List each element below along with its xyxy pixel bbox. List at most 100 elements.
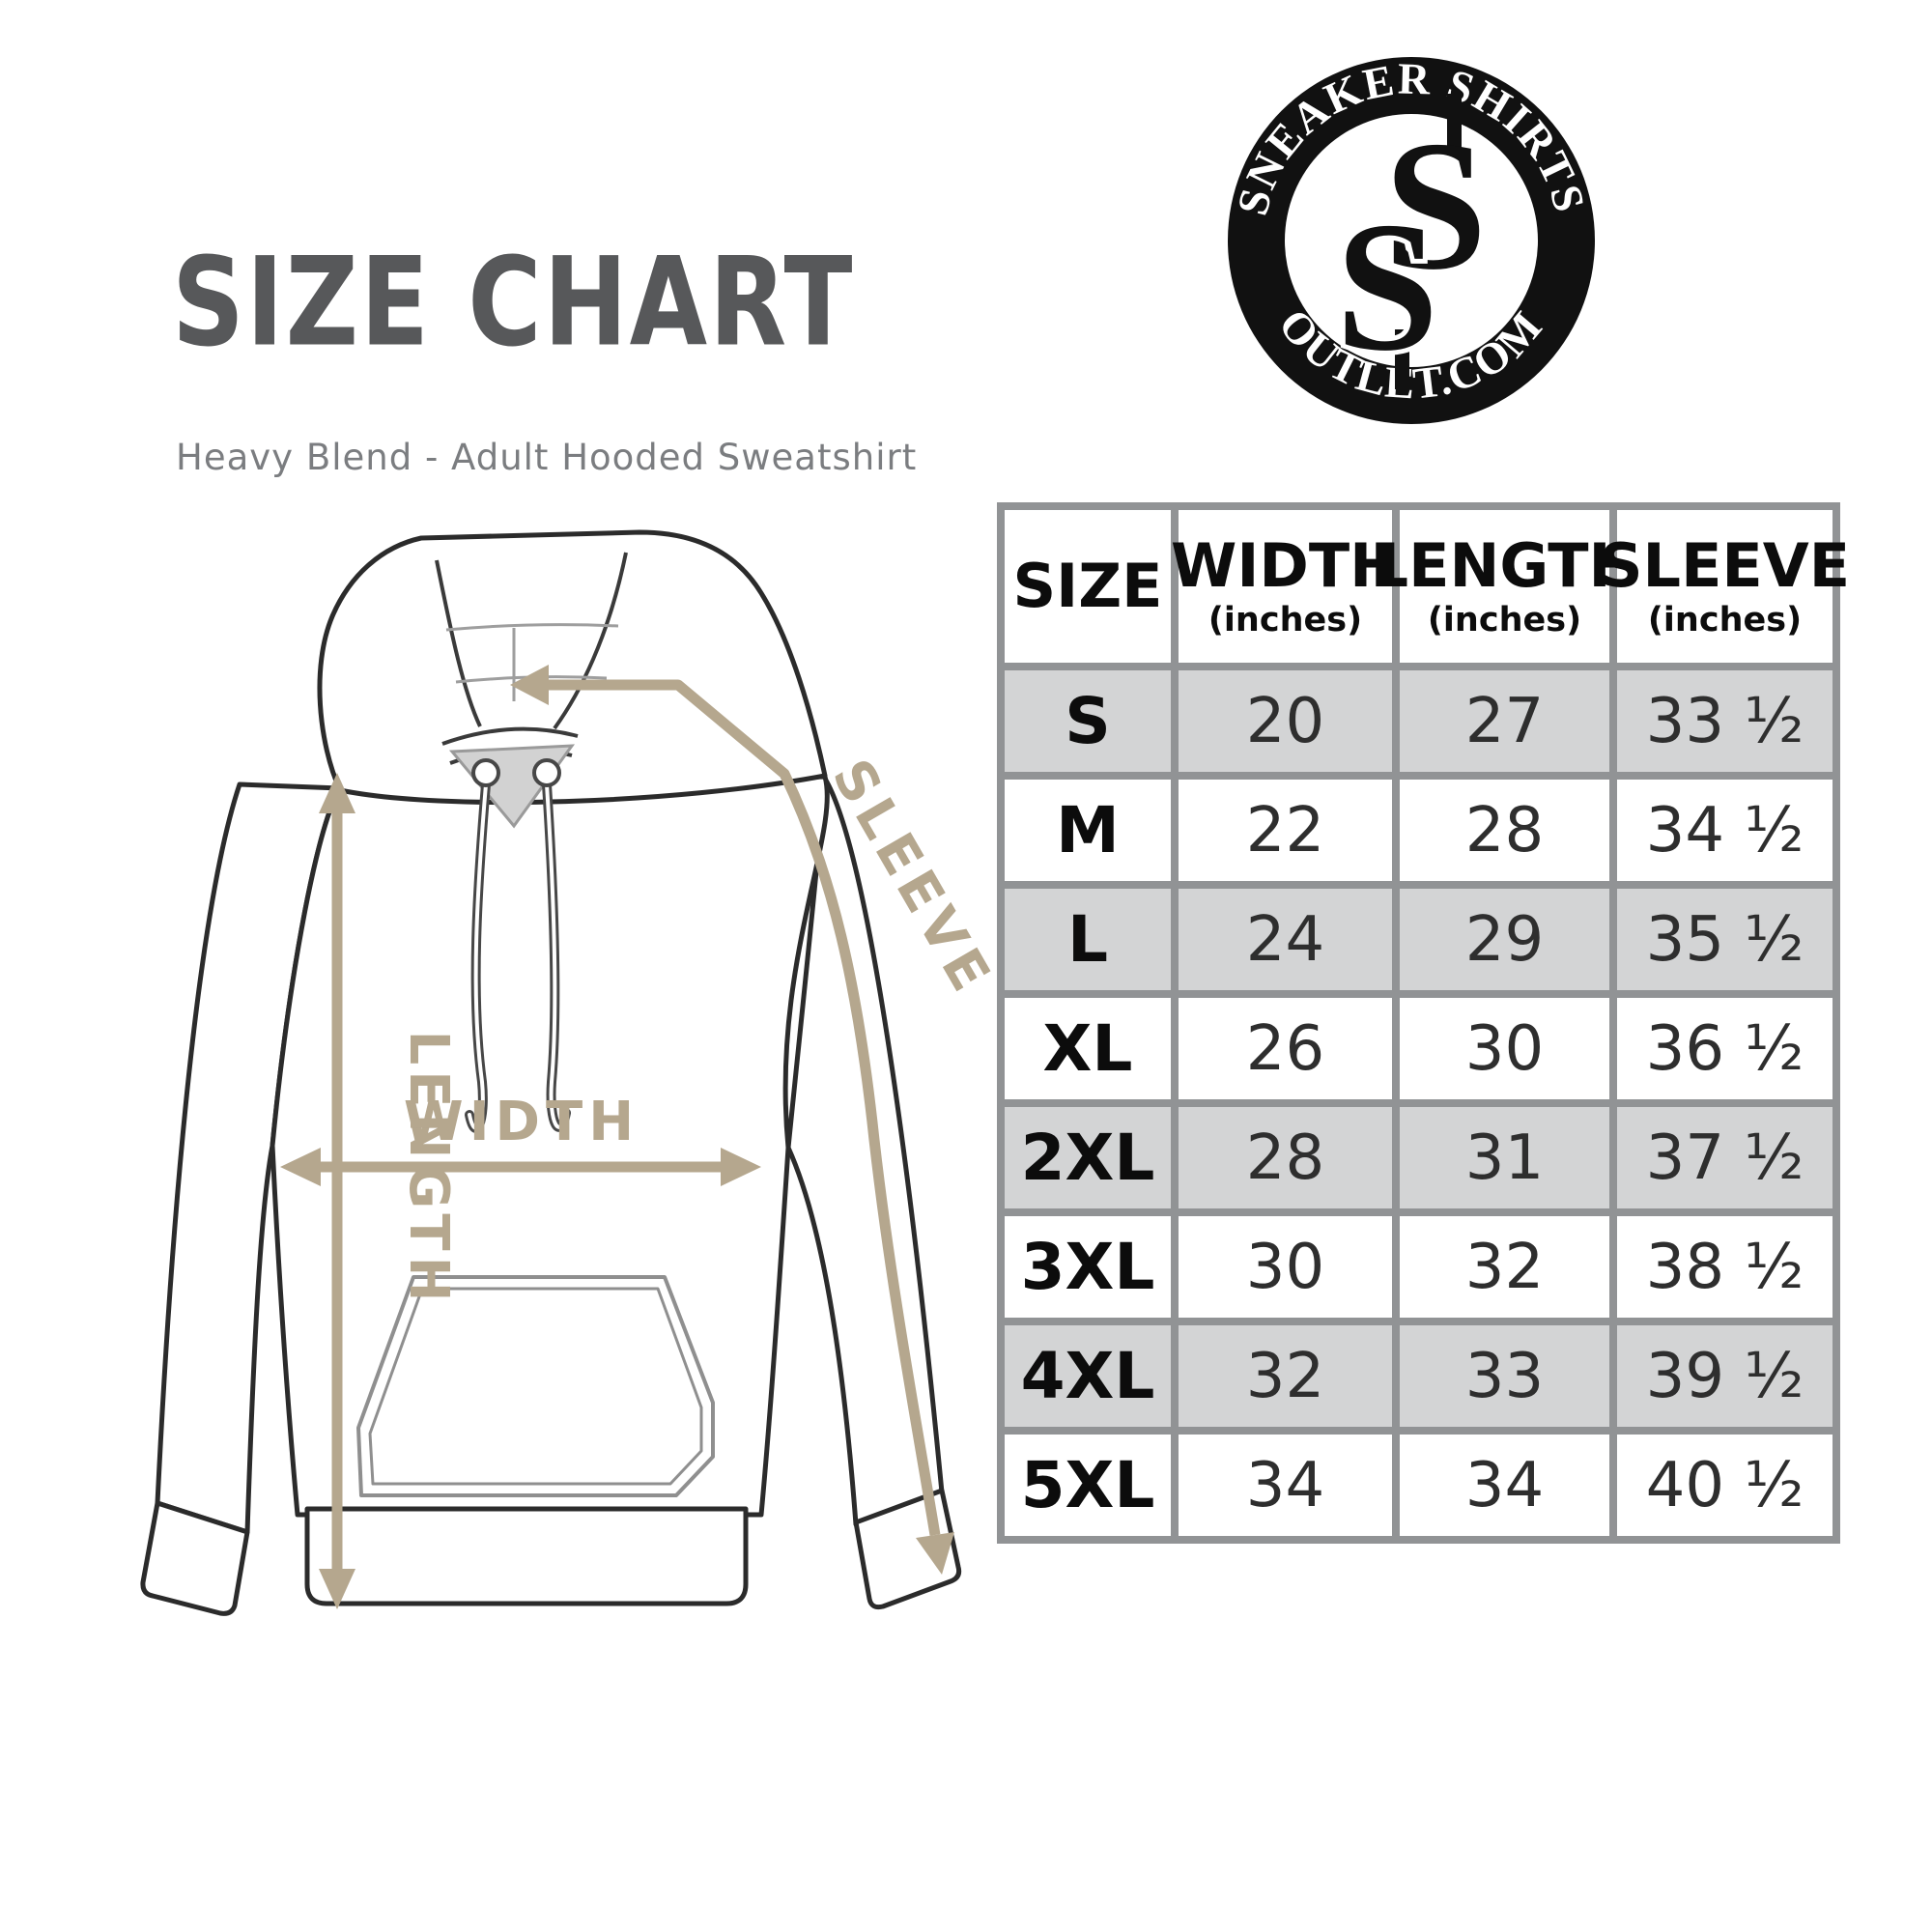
table-row-l-length: 29 bbox=[1400, 889, 1609, 990]
table-row-l-size: L bbox=[1005, 889, 1171, 990]
table-row-4xl-width: 32 bbox=[1179, 1325, 1392, 1427]
length-value: 31 bbox=[1464, 1122, 1545, 1194]
table-row-2xl-sleeve: 37 ½ bbox=[1617, 1107, 1833, 1208]
length-value: 29 bbox=[1464, 903, 1545, 976]
width-arrow-label: WIDTH bbox=[404, 1091, 639, 1153]
table-row-5xl-width: 34 bbox=[1179, 1435, 1392, 1536]
width-value: 34 bbox=[1245, 1449, 1325, 1521]
table-row-m-sleeve: 34 ½ bbox=[1617, 780, 1833, 881]
header-unit: (inches) bbox=[1208, 600, 1363, 639]
logo-ss-monogram: S S bbox=[1331, 94, 1488, 394]
length-arrow bbox=[319, 773, 355, 1609]
table-row-l-sleeve: 35 ½ bbox=[1617, 889, 1833, 990]
monogram-bottom-bar bbox=[1395, 329, 1409, 389]
length-value: 34 bbox=[1464, 1449, 1545, 1521]
hood-inner-right-edge bbox=[553, 552, 628, 730]
length-arrow-label: LENGTH bbox=[397, 1031, 460, 1308]
length-value: 28 bbox=[1464, 794, 1545, 867]
right-eyelet bbox=[532, 758, 561, 787]
size-value: 4XL bbox=[1020, 1339, 1155, 1413]
header-cell-sleeve: SLEEVE (inches) bbox=[1600, 510, 1850, 663]
sleeve-value: 35 ½ bbox=[1645, 903, 1804, 976]
header-cell-width: WIDTH (inches) bbox=[1171, 510, 1400, 663]
table-row-2xl-size: 2XL bbox=[1005, 1107, 1171, 1208]
monogram-letter-1: S bbox=[1384, 102, 1488, 308]
sleeve-value: 40 ½ bbox=[1645, 1449, 1804, 1521]
sleeve-arrow bbox=[510, 665, 954, 1575]
sleeve-value: 36 ½ bbox=[1645, 1012, 1804, 1085]
table-row-2xl-width: 28 bbox=[1179, 1107, 1392, 1208]
table-row-xl-length: 30 bbox=[1400, 998, 1609, 1099]
hoodie-hood bbox=[317, 529, 828, 806]
header-unit: (inches) bbox=[1427, 600, 1582, 639]
width-value: 22 bbox=[1245, 794, 1325, 867]
table-row-4xl-sleeve: 39 ½ bbox=[1617, 1325, 1833, 1427]
table-row-s-length: 27 bbox=[1400, 670, 1609, 772]
hoodie-measurement-diagram: WIDTH LENGTH SLEEVE bbox=[140, 529, 1005, 1616]
table-row-xl-width: 26 bbox=[1179, 998, 1392, 1099]
hood-seam-line-1 bbox=[445, 623, 619, 632]
monogram-letter-2: S bbox=[1336, 184, 1439, 389]
page-title: SIZE CHART bbox=[172, 230, 855, 374]
table-row-m-width: 22 bbox=[1179, 780, 1392, 881]
width-value: 30 bbox=[1245, 1231, 1325, 1303]
collar-line-upper bbox=[441, 726, 579, 746]
header-cell-length: LENGTH (inches) bbox=[1371, 510, 1638, 663]
table-row-xl-sleeve: 36 ½ bbox=[1617, 998, 1833, 1099]
right-drawstring-highlight bbox=[545, 782, 568, 1129]
width-value: 28 bbox=[1245, 1122, 1325, 1194]
width-value: 26 bbox=[1245, 1012, 1325, 1085]
size-value: XL bbox=[1042, 1011, 1133, 1086]
table-row-5xl-sleeve: 40 ½ bbox=[1617, 1435, 1833, 1536]
length-value: 32 bbox=[1464, 1231, 1545, 1303]
left-drawstring-highlight bbox=[468, 782, 488, 1130]
hood-inner-left-edge bbox=[435, 559, 482, 727]
header-label: LENGTH bbox=[1370, 529, 1639, 601]
kangaroo-pocket-inner-seam bbox=[368, 1287, 703, 1486]
header-label: SIZE bbox=[1012, 551, 1163, 621]
size-value: 5XL bbox=[1020, 1448, 1155, 1522]
table-row-m-size: M bbox=[1005, 780, 1171, 881]
size-value: 3XL bbox=[1020, 1230, 1155, 1304]
table-row-4xl-length: 33 bbox=[1400, 1325, 1609, 1427]
kangaroo-pocket bbox=[356, 1275, 715, 1497]
hoodie-left-cuff bbox=[140, 1500, 250, 1616]
table-row-3xl-length: 32 bbox=[1400, 1216, 1609, 1318]
header-cell-size: SIZE bbox=[1005, 510, 1171, 663]
width-value: 20 bbox=[1245, 685, 1325, 757]
header-unit: (inches) bbox=[1647, 600, 1803, 639]
length-value: 27 bbox=[1464, 685, 1545, 757]
header-label: WIDTH bbox=[1170, 529, 1401, 601]
sleeve-value: 38 ½ bbox=[1645, 1231, 1804, 1303]
width-arrow bbox=[280, 1148, 761, 1186]
sleeve-value: 34 ½ bbox=[1645, 794, 1804, 867]
brand-logo: SNEAKER SHIRTS OUTLET.COM S S bbox=[1227, 54, 1595, 424]
table-row-4xl-size: 4XL bbox=[1005, 1325, 1171, 1427]
hoodie-hem-band bbox=[304, 1506, 749, 1606]
width-value: 24 bbox=[1245, 903, 1325, 976]
left-eyelet bbox=[471, 758, 500, 787]
table-row-l-width: 24 bbox=[1179, 889, 1392, 990]
size-value: L bbox=[1066, 902, 1109, 977]
size-table: SIZE WIDTH (inches) LENGTH (inches) SLEE… bbox=[997, 502, 1850, 1544]
header-label: SLEEVE bbox=[1599, 529, 1851, 601]
page-subtitle: Heavy Blend - Adult Hooded Sweatshirt bbox=[176, 437, 918, 478]
table-row-m-length: 28 bbox=[1400, 780, 1609, 881]
sleeve-value: 39 ½ bbox=[1645, 1340, 1804, 1412]
sleeve-value: 33 ½ bbox=[1645, 685, 1804, 757]
monogram-top-bar bbox=[1447, 94, 1462, 154]
size-value: S bbox=[1065, 684, 1111, 758]
table-row-s-width: 20 bbox=[1179, 670, 1392, 772]
logo-inner-disc bbox=[1285, 114, 1538, 367]
table-row-3xl-sleeve: 38 ½ bbox=[1617, 1216, 1833, 1318]
table-row-5xl-length: 34 bbox=[1400, 1435, 1609, 1536]
table-row-s-size: S bbox=[1005, 670, 1171, 772]
length-value: 33 bbox=[1464, 1340, 1545, 1412]
length-value: 30 bbox=[1464, 1012, 1545, 1085]
table-row-s-sleeve: 33 ½ bbox=[1617, 670, 1833, 772]
sleeve-value: 37 ½ bbox=[1645, 1122, 1804, 1194]
width-value: 32 bbox=[1245, 1340, 1325, 1412]
table-row-xl-size: XL bbox=[1005, 998, 1171, 1099]
table-row-3xl-size: 3XL bbox=[1005, 1216, 1171, 1318]
